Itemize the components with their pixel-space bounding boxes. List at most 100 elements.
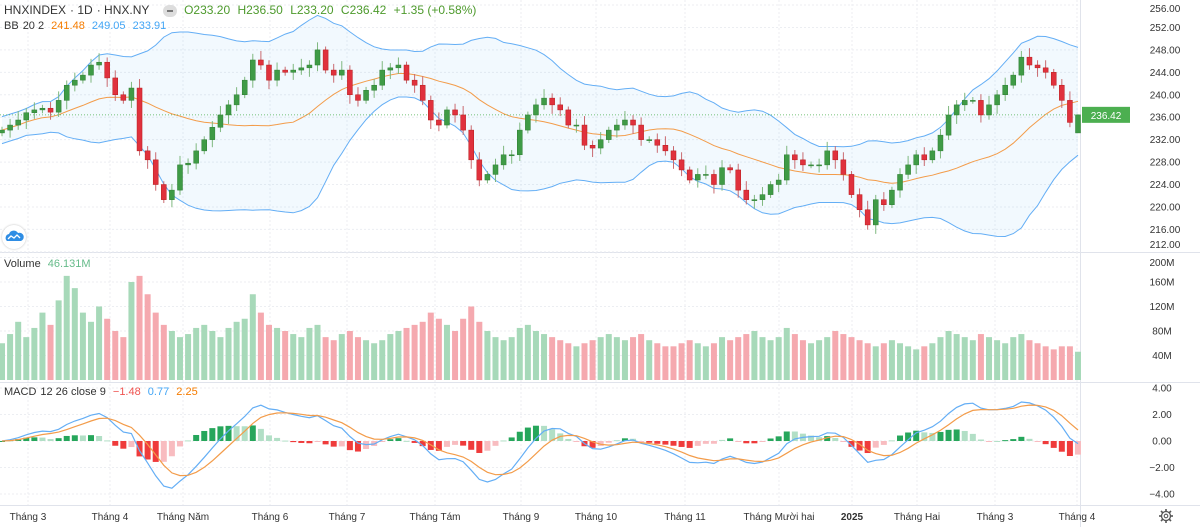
volume-value: 46.131M [47, 258, 91, 270]
volume-bar [468, 306, 475, 380]
candle-body [913, 154, 919, 166]
candle-body [517, 129, 523, 156]
volume-bar [710, 343, 717, 380]
volume-bar [306, 327, 313, 380]
candle-body [678, 159, 685, 171]
time-tick-label: Tháng 7 [329, 512, 366, 523]
volume-bar [1026, 340, 1033, 380]
price-tick-label: 244.00 [1150, 68, 1181, 79]
volume-bar [168, 331, 175, 380]
candle-body [452, 109, 458, 116]
candle-body [808, 164, 814, 167]
macd-histogram-bar [233, 426, 240, 441]
tradingview-cloud-icon[interactable] [2, 225, 26, 249]
volume-bar [549, 337, 556, 380]
candle-body [468, 129, 474, 161]
macd-tick-label: −2.00 [1149, 463, 1175, 474]
macd-histogram-bar [1058, 441, 1065, 452]
macd-histogram-bar [282, 440, 289, 442]
macd-histogram-bar [759, 441, 766, 442]
macd-histogram-bar [152, 441, 159, 462]
macd-histogram-bar [921, 432, 928, 441]
macd-histogram-bar [913, 430, 920, 441]
last-price-badge [1082, 106, 1130, 123]
macd-histogram-bar [443, 441, 450, 447]
macd-histogram-bar [468, 441, 475, 450]
candle-body [630, 119, 636, 126]
ohlc-low: L233.20 [290, 3, 334, 17]
symbol-name: HNXINDEX [4, 3, 67, 17]
interval[interactable]: 1D [77, 3, 93, 17]
macd-histogram-bar [1050, 441, 1057, 448]
macd-histogram-bar [176, 441, 183, 447]
candle-body [840, 159, 847, 175]
candle-body [63, 84, 70, 101]
macd-histogram-bar [597, 441, 604, 446]
volume-bar [217, 337, 224, 380]
macd-histogram-bar [160, 441, 167, 462]
candle-body [15, 119, 21, 126]
candle-body [379, 69, 385, 86]
candle-body [614, 124, 620, 131]
candle-body [47, 107, 54, 113]
time-tick-label: 2025 [841, 512, 864, 523]
macd-histogram-bar [727, 438, 734, 441]
volume-bar [290, 334, 297, 380]
volume-bar [87, 321, 94, 380]
macd-histogram-bar [557, 433, 564, 441]
volume-bar [783, 327, 790, 380]
macd-histogram-bar [1018, 436, 1025, 441]
volume-tick-label: 200M [1149, 258, 1174, 269]
candle-body [541, 97, 547, 106]
price-tick-label: 256.00 [1150, 4, 1181, 15]
macd-histogram-bar [87, 435, 94, 441]
volume-bar [816, 340, 823, 380]
volume-bar [913, 349, 920, 380]
ohlc-open: O233.20 [184, 3, 231, 17]
macd-histogram-bar [338, 441, 345, 447]
candle-body [589, 145, 596, 149]
bb-lower-line [1, 96, 1079, 238]
volume-bar [249, 294, 256, 380]
volume-legend[interactable]: Volume 46.131M [4, 258, 95, 270]
macd-histogram-bar [678, 441, 685, 447]
candle-body [606, 129, 612, 140]
time-tick-label: Tháng Hai [894, 512, 940, 523]
macd-histogram-bar [986, 441, 993, 442]
volume-bar [977, 334, 984, 380]
macd-histogram-bar [549, 429, 556, 441]
candle-body [832, 150, 839, 161]
price-tick-label: 220.00 [1150, 202, 1181, 213]
macd-legend[interactable]: MACD 12 26 close 9 −1.48 0.77 2.25 [4, 386, 202, 398]
candle-body [39, 107, 46, 111]
candle-body [258, 59, 264, 66]
macd-histogram-bar [638, 441, 645, 442]
volume-bar [799, 340, 806, 380]
volume-bar [500, 340, 507, 380]
candle-body [1034, 64, 1041, 69]
candle-body [945, 114, 952, 136]
macd-histogram-bar [929, 432, 936, 441]
volume-bar [282, 331, 289, 380]
macd-histogram-bar [686, 441, 693, 448]
candle-body [250, 59, 256, 81]
volume-bar [872, 346, 879, 380]
macd-histogram-bar [589, 441, 596, 448]
macd-histogram-bar [751, 441, 758, 444]
macd-histogram-bar [168, 441, 175, 457]
macd-histogram-bar [1042, 441, 1049, 445]
macd-histogram-bar [395, 438, 402, 441]
gear-icon[interactable] [1158, 508, 1174, 524]
candle-body [1002, 84, 1008, 96]
volume-bar [1058, 346, 1065, 380]
candle-body [897, 174, 903, 191]
candle-body [136, 87, 143, 152]
candle-body [856, 194, 863, 211]
bb-legend[interactable]: BB 20 2 241.48 249.05 233.91 [4, 20, 170, 32]
macd-histogram-bar [516, 431, 523, 441]
volume-bar [532, 331, 539, 380]
minus-icon[interactable] [162, 4, 177, 17]
candle-body [743, 189, 750, 200]
price-tick-label: 216.00 [1150, 225, 1181, 236]
